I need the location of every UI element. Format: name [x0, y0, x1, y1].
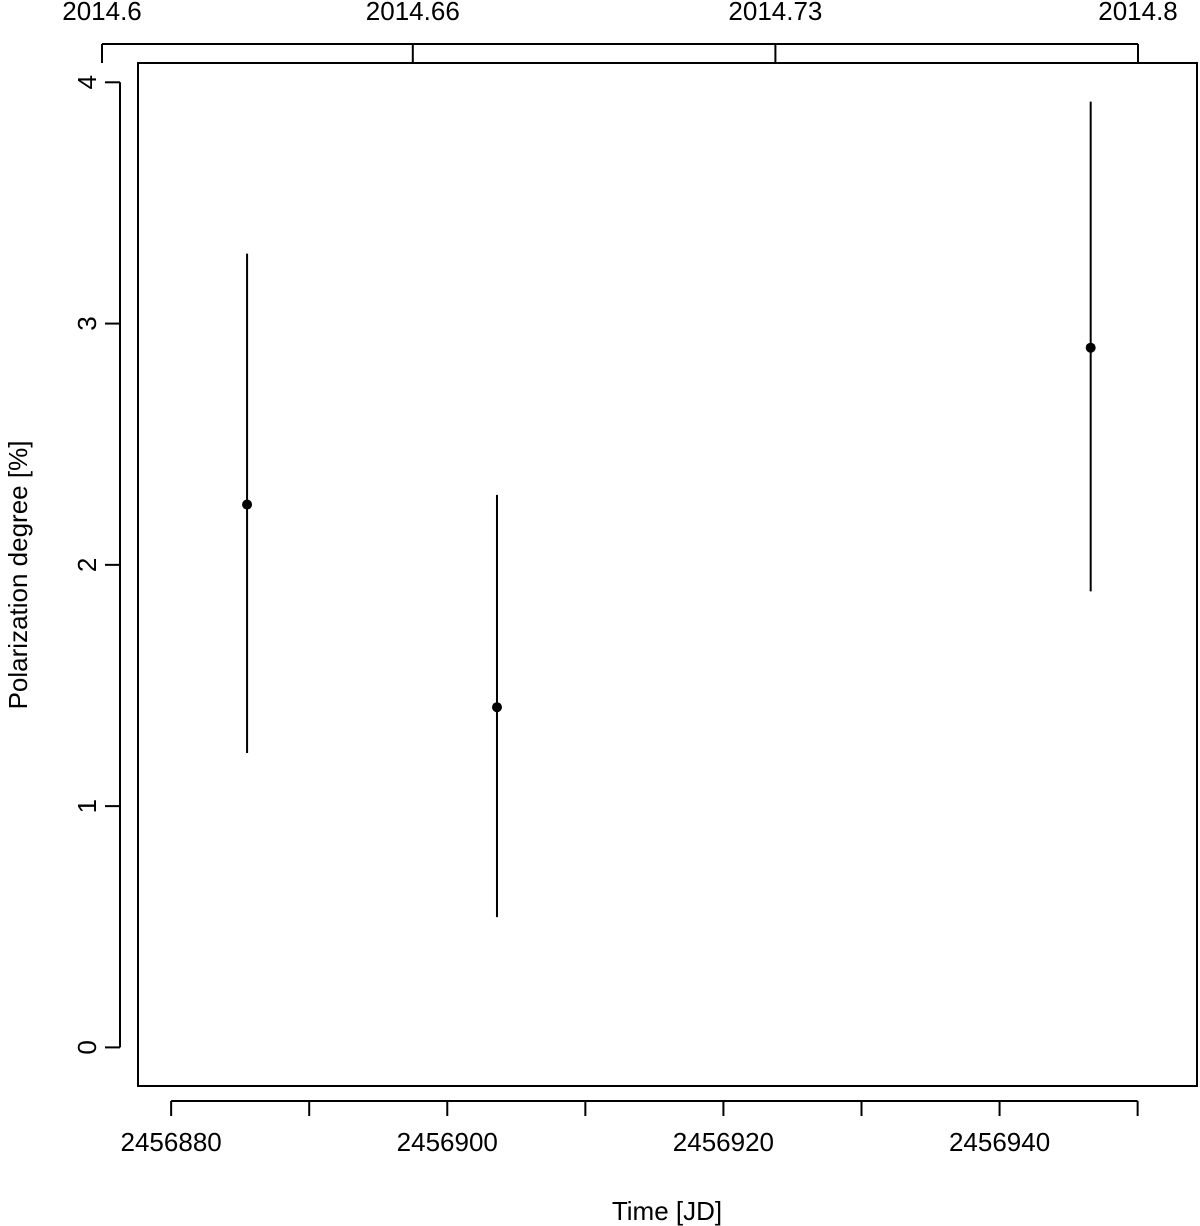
x-tick-label: 2456880: [121, 1127, 222, 1157]
y-tick-label: 3: [72, 316, 102, 330]
data-point: [1085, 342, 1096, 353]
top-tick-label: 2014.66: [366, 0, 460, 26]
x-tick-label: 2456920: [673, 1127, 774, 1157]
y-axis: 0 1 2 3 4: [72, 75, 121, 1055]
top-tick-label: 2014.73: [728, 0, 822, 26]
x-axis-title: Time [JD]: [612, 1196, 722, 1226]
data-point: [242, 499, 253, 510]
x-tick-label: 2456900: [397, 1127, 498, 1157]
error-bars: [246, 101, 1092, 918]
y-tick-label: 0: [72, 1040, 102, 1054]
plot-frame: [137, 62, 1198, 1087]
data-point: [491, 702, 502, 713]
y-tick-label: 2: [72, 558, 102, 572]
x-tick-label: 2456940: [949, 1127, 1050, 1157]
top-tick-label: 2014.8: [1098, 0, 1178, 26]
y-tick-label: 1: [72, 799, 102, 813]
y-tick-label: 4: [72, 75, 102, 89]
x-axis: 2456880 2456900 2456920 2456940: [121, 1100, 1139, 1157]
top-tick-label: 2014.6: [62, 0, 142, 26]
data-points: [242, 342, 1096, 713]
top-axis: 2014.6 2014.66 2014.73 2014.8: [62, 0, 1178, 63]
y-axis-title: Polarization degree [%]: [3, 441, 33, 710]
